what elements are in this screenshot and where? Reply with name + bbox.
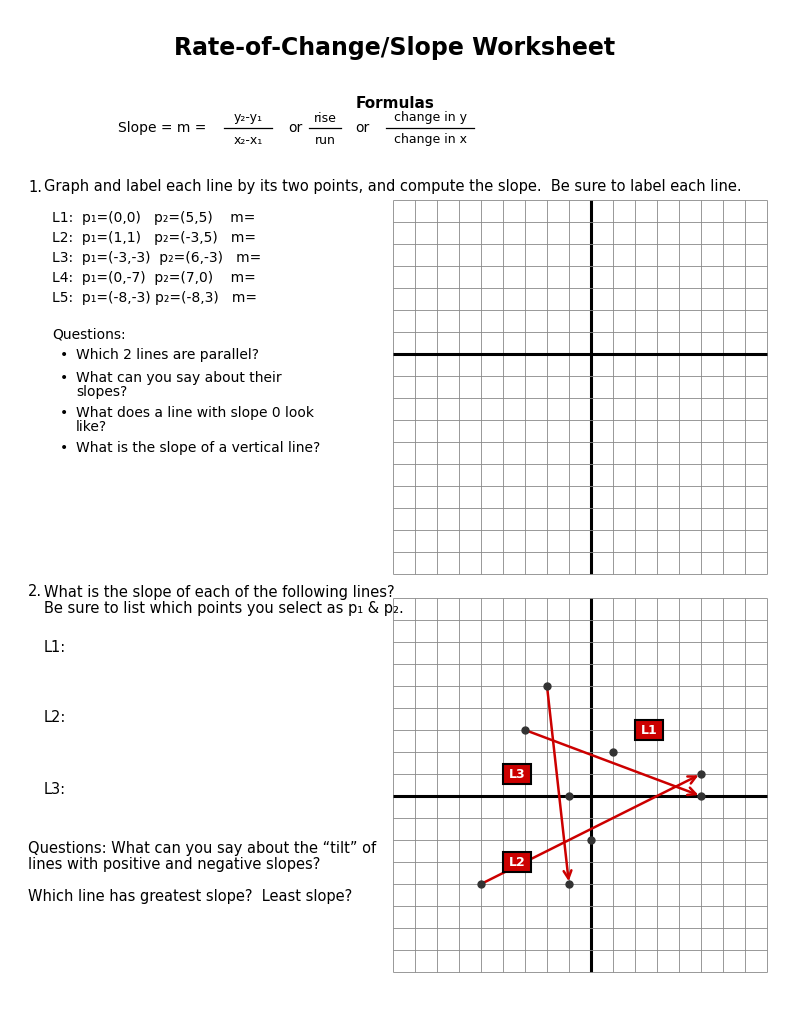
Text: What can you say about their: What can you say about their	[76, 371, 282, 385]
Text: change in x: change in x	[393, 133, 467, 146]
Text: or: or	[288, 121, 302, 135]
Text: like?: like?	[76, 420, 107, 434]
Text: Be sure to list which points you select as p₁ & p₂.: Be sure to list which points you select …	[44, 600, 403, 615]
Text: x₂-x₁: x₂-x₁	[233, 133, 263, 146]
Text: lines with positive and negative slopes?: lines with positive and negative slopes?	[28, 856, 320, 871]
Bar	[503, 764, 531, 784]
Text: Which 2 lines are parallel?: Which 2 lines are parallel?	[76, 348, 259, 362]
Text: L3:  p₁=(-3,-3)  p₂=(6,-3)   m=: L3: p₁=(-3,-3) p₂=(6,-3) m=	[52, 251, 261, 265]
Text: •: •	[60, 371, 68, 385]
Text: L3: L3	[509, 768, 525, 780]
Bar	[635, 720, 663, 740]
Text: rise: rise	[313, 112, 336, 125]
Text: y₂-y₁: y₂-y₁	[233, 112, 263, 125]
Text: L2:: L2:	[44, 711, 66, 725]
Text: Slope = m =: Slope = m =	[118, 121, 206, 135]
Text: run: run	[315, 133, 335, 146]
Text: Questions: What can you say about the “tilt” of: Questions: What can you say about the “t…	[28, 841, 377, 855]
Text: 1.: 1.	[28, 179, 42, 195]
Text: 2.: 2.	[28, 585, 42, 599]
Text: Graph and label each line by its two points, and compute the slope.  Be sure to : Graph and label each line by its two poi…	[44, 179, 742, 195]
Text: •: •	[60, 348, 68, 362]
Text: slopes?: slopes?	[76, 385, 127, 399]
Text: L1:: L1:	[44, 640, 66, 655]
Text: What is the slope of each of the following lines?: What is the slope of each of the followi…	[44, 585, 395, 599]
Text: Which line has greatest slope?  Least slope?: Which line has greatest slope? Least slo…	[28, 889, 352, 903]
Text: L1: L1	[641, 724, 657, 736]
Text: Formulas: Formulas	[356, 95, 434, 111]
Text: L2: L2	[509, 855, 525, 868]
Text: •: •	[60, 441, 68, 455]
Text: L5:  p₁=(-8,-3) p₂=(-8,3)   m=: L5: p₁=(-8,-3) p₂=(-8,3) m=	[52, 291, 257, 305]
Text: L3:: L3:	[44, 782, 66, 798]
Text: L4:  p₁=(0,-7)  p₂=(7,0)    m=: L4: p₁=(0,-7) p₂=(7,0) m=	[52, 271, 255, 285]
Text: L1:  p₁=(0,0)   p₂=(5,5)    m=: L1: p₁=(0,0) p₂=(5,5) m=	[52, 211, 255, 225]
Text: •: •	[60, 406, 68, 420]
Text: L2:  p₁=(1,1)   p₂=(-3,5)   m=: L2: p₁=(1,1) p₂=(-3,5) m=	[52, 231, 256, 245]
Text: or: or	[355, 121, 369, 135]
Bar	[503, 852, 531, 872]
Text: Rate-of-Change/Slope Worksheet: Rate-of-Change/Slope Worksheet	[175, 36, 615, 60]
Text: What does a line with slope 0 look: What does a line with slope 0 look	[76, 406, 314, 420]
Text: What is the slope of a vertical line?: What is the slope of a vertical line?	[76, 441, 320, 455]
Text: Questions:: Questions:	[52, 328, 126, 342]
Text: change in y: change in y	[393, 112, 467, 125]
